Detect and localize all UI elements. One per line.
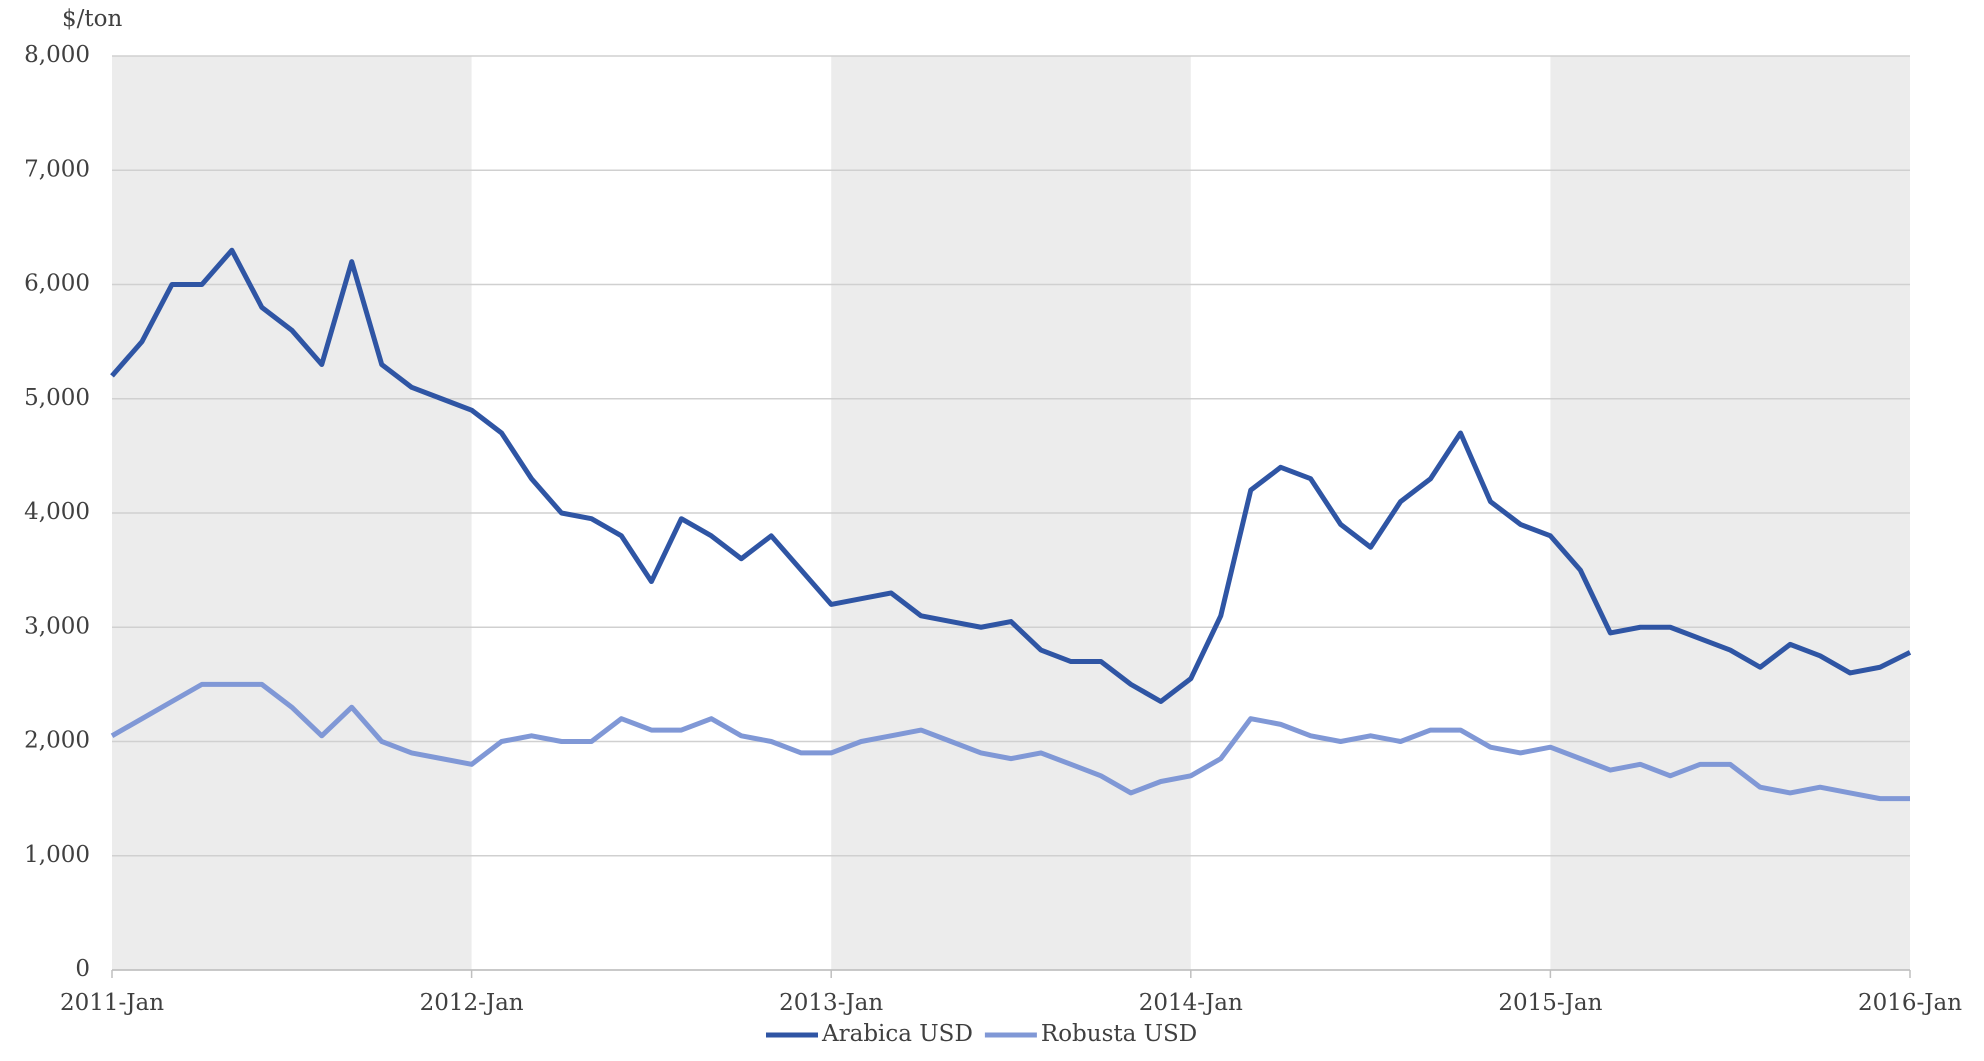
y-tick-label: 6,000 xyxy=(24,271,90,297)
y-tick-label: 1,000 xyxy=(24,842,90,868)
x-tick-label: 2014-Jan xyxy=(1139,990,1243,1016)
y-tick-label: 4,000 xyxy=(24,499,90,525)
series-line xyxy=(110,681,1910,802)
x-tick-label: 2013-Jan xyxy=(779,990,883,1016)
y-tick-label: 8,000 xyxy=(24,42,90,68)
y-tick-label: 2,000 xyxy=(24,728,90,754)
y-tick-label: 0 xyxy=(75,956,90,982)
x-tick-label: 2012-Jan xyxy=(420,990,524,1016)
y-tick-label: 3,000 xyxy=(24,613,90,639)
series-line xyxy=(110,247,1912,705)
legend-label: Arabica USD xyxy=(821,1021,973,1047)
y-tick-label: 5,000 xyxy=(24,385,90,411)
x-tick-label: 2011-Jan xyxy=(60,990,164,1016)
y-tick-label: 7,000 xyxy=(24,156,90,182)
legend-label: Robusta USD xyxy=(1041,1021,1197,1047)
x-tick-label: 2016-Jan xyxy=(1858,990,1962,1016)
y-axis-label: $/ton xyxy=(62,6,122,32)
x-tick-label: 2015-Jan xyxy=(1498,990,1602,1016)
